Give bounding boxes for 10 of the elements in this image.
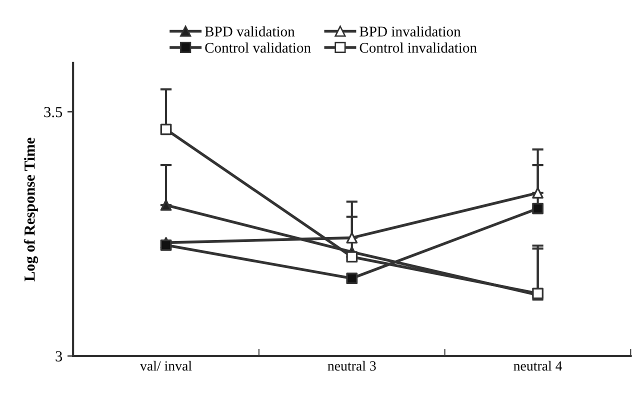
x-tick-label: neutral 3	[328, 360, 376, 371]
x-tick-label: val/ inval	[140, 360, 192, 371]
y-axis-title: Log of Response Time	[24, 138, 38, 282]
legend-label: BPD validation	[204, 26, 295, 36]
x-tick-label: neutral 4	[514, 360, 562, 371]
legend-label: Control validation	[205, 42, 311, 53]
legend-label: Control invalidation	[360, 42, 477, 53]
legend-label: BPD invalidation	[360, 26, 461, 36]
y-tick-label: 3.5	[44, 106, 62, 118]
y-tick-label: 3	[56, 351, 62, 362]
